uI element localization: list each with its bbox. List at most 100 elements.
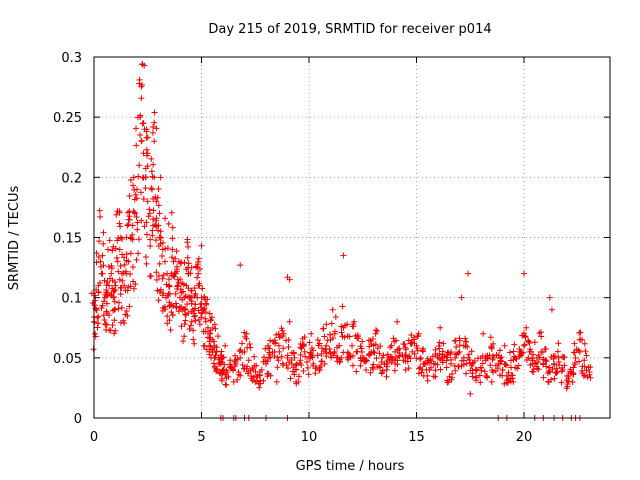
data-point	[266, 345, 273, 352]
data-point	[388, 359, 395, 366]
data-point	[206, 330, 213, 337]
data-point	[104, 246, 111, 253]
data-point	[135, 173, 142, 180]
data-point	[520, 349, 527, 356]
data-point	[98, 270, 105, 277]
data-point	[218, 370, 225, 377]
data-point	[155, 227, 162, 234]
data-point	[394, 357, 401, 364]
data-point	[546, 369, 553, 376]
data-point	[160, 272, 167, 279]
data-point	[155, 186, 162, 193]
data-point	[379, 354, 386, 361]
data-point	[165, 220, 172, 227]
data-point	[405, 365, 412, 372]
data-point	[124, 209, 131, 216]
data-point	[327, 331, 334, 338]
data-point	[378, 370, 385, 377]
data-point	[478, 367, 485, 374]
data-point	[280, 332, 287, 339]
data-point	[510, 356, 517, 363]
data-point	[133, 195, 140, 202]
data-point	[437, 366, 444, 373]
data-point	[278, 325, 285, 332]
data-point	[96, 207, 103, 214]
data-point	[329, 306, 336, 313]
data-point	[177, 260, 184, 267]
data-point	[230, 378, 237, 385]
data-point	[321, 333, 328, 340]
data-point	[103, 321, 110, 328]
data-point	[142, 253, 149, 260]
data-point	[213, 366, 220, 373]
data-point	[111, 306, 118, 313]
data-point	[381, 361, 388, 368]
data-point	[299, 342, 306, 349]
data-point	[365, 351, 372, 358]
data-point	[164, 320, 171, 327]
data-point	[400, 341, 407, 348]
data-point	[200, 342, 207, 349]
data-point	[435, 342, 442, 349]
data-point	[169, 254, 176, 261]
data-point	[508, 372, 515, 379]
y-tick-label: 0.25	[53, 111, 82, 126]
data-point	[331, 328, 338, 335]
data-point	[326, 345, 333, 352]
data-point	[363, 366, 370, 373]
data-point	[499, 372, 506, 379]
data-point	[191, 340, 198, 347]
data-point	[151, 109, 158, 116]
data-point	[198, 242, 205, 249]
data-point	[349, 342, 355, 349]
data-point	[577, 329, 584, 336]
data-point	[155, 273, 162, 280]
data-point	[346, 333, 353, 340]
data-point	[173, 248, 180, 255]
data-point	[194, 264, 201, 271]
data-point	[467, 390, 474, 397]
data-point	[111, 317, 118, 324]
data-point	[188, 287, 195, 294]
data-point	[147, 243, 154, 250]
data-point	[246, 340, 253, 347]
data-point	[116, 276, 123, 283]
data-point	[533, 363, 540, 370]
data-point	[153, 237, 160, 244]
y-tick-label: 0.05	[53, 352, 82, 367]
data-point	[109, 247, 116, 254]
data-point	[367, 369, 374, 376]
data-point	[182, 311, 189, 318]
x-tick-label: 10	[301, 430, 318, 445]
data-point	[124, 222, 131, 229]
data-point	[551, 361, 558, 368]
data-point	[507, 357, 514, 364]
data-point	[522, 333, 529, 340]
data-point	[296, 359, 303, 366]
data-point	[123, 251, 130, 258]
data-point	[436, 339, 443, 346]
data-point	[142, 185, 149, 192]
data-point	[528, 348, 535, 355]
data-point	[206, 310, 213, 317]
data-point	[222, 371, 229, 378]
data-point	[169, 224, 176, 231]
data-point	[177, 304, 184, 311]
data-point	[414, 344, 421, 351]
data-point	[175, 308, 182, 315]
data-point	[532, 360, 539, 367]
data-point	[523, 324, 530, 331]
data-point	[121, 261, 128, 268]
data-point	[584, 374, 591, 381]
data-point	[145, 213, 152, 220]
data-point	[179, 288, 186, 295]
data-point	[244, 363, 251, 370]
data-point	[111, 330, 118, 337]
data-point	[202, 300, 209, 307]
data-point	[141, 223, 148, 230]
data-point	[153, 269, 160, 276]
data-point	[267, 372, 274, 379]
data-point	[468, 362, 475, 369]
data-point	[441, 353, 448, 360]
data-point	[151, 138, 158, 145]
